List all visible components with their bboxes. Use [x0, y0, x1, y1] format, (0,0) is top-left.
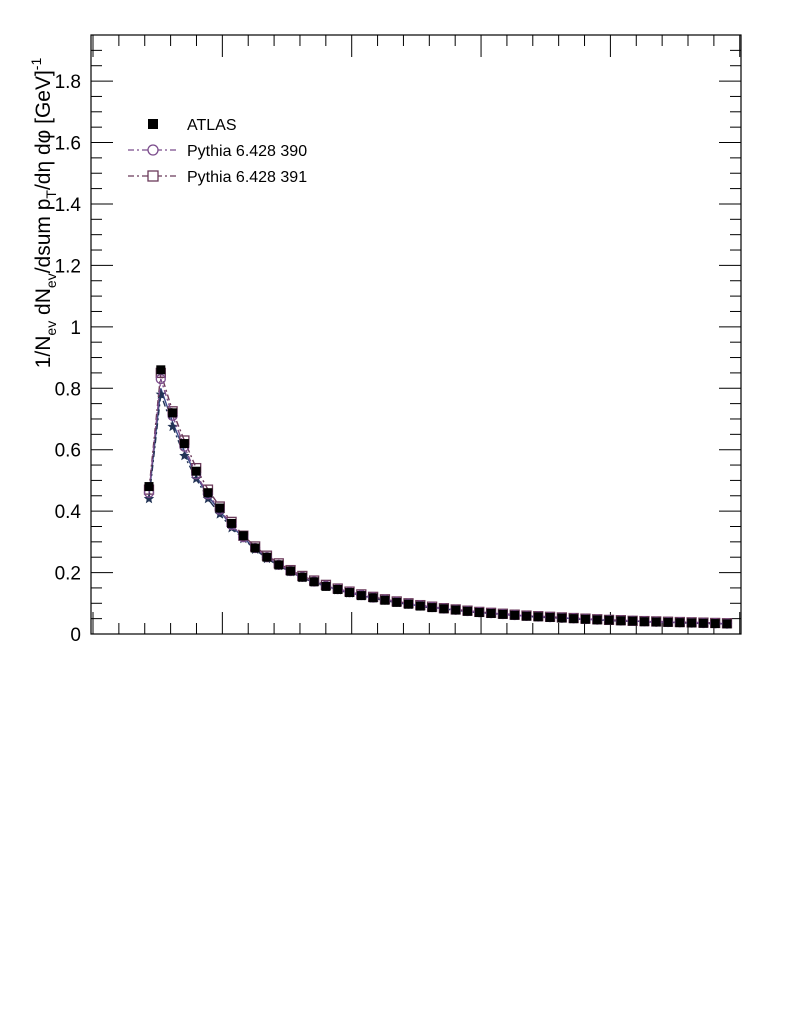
data-point	[592, 615, 602, 625]
data-point	[439, 604, 449, 614]
plot-frame	[90, 34, 742, 635]
y-tick-label: 0.2	[55, 564, 81, 585]
y-axis: 0 0.2 0.4 0.6 0.8 1 1.2 1.4 1.6 1.8	[55, 34, 741, 646]
series-line	[148, 394, 728, 625]
data-point	[510, 610, 520, 620]
data-point	[580, 614, 590, 624]
data-point	[250, 543, 260, 553]
y-tick-label: 1.8	[55, 72, 81, 93]
data-point	[415, 601, 425, 611]
series-1	[143, 373, 733, 629]
data-point	[486, 608, 496, 618]
y-tick-label: 0.6	[55, 441, 81, 462]
data-series	[143, 365, 733, 629]
data-point	[356, 591, 366, 601]
data-point	[380, 595, 390, 605]
data-point	[651, 617, 661, 627]
data-point	[569, 614, 579, 624]
data-point	[227, 518, 237, 528]
data-point	[616, 616, 626, 626]
data-point	[628, 616, 638, 626]
series-line	[148, 372, 728, 624]
legend: ATLAS Pythia 6.428 390 Pythia 6.428 391	[128, 117, 307, 186]
data-point	[545, 612, 555, 622]
data-point	[404, 599, 414, 609]
data-point	[639, 617, 649, 627]
data-point	[533, 612, 543, 622]
legend-label: ATLAS	[187, 117, 237, 134]
series-0	[144, 365, 732, 629]
data-point	[710, 619, 720, 629]
data-point	[451, 605, 461, 615]
legend-marker	[147, 144, 159, 156]
data-point	[286, 566, 296, 576]
data-point	[238, 531, 248, 541]
y-tick-label: 1.4	[55, 195, 82, 216]
data-point	[215, 503, 225, 513]
plot-area-border	[90, 34, 742, 635]
data-point	[155, 388, 166, 399]
data-point	[687, 618, 697, 628]
data-point	[191, 466, 201, 476]
data-point	[675, 618, 685, 628]
data-point	[262, 552, 272, 562]
y-tick-label: 1.2	[55, 256, 81, 277]
data-point	[392, 597, 402, 607]
data-point	[309, 577, 319, 587]
legend-marker	[148, 119, 158, 129]
data-point	[179, 450, 190, 461]
data-point	[427, 603, 437, 613]
data-point	[722, 619, 732, 629]
series-line	[148, 388, 728, 625]
data-point	[274, 560, 284, 570]
series-2	[143, 367, 733, 629]
y-tick-label: 0	[70, 625, 81, 646]
legend-label: Pythia 6.428 390	[187, 143, 307, 160]
y-axis-title: 1/Nev dNev/dsum pT/dη dφ [GeV]-1	[28, 58, 59, 369]
data-point	[474, 607, 484, 617]
data-point	[604, 615, 614, 625]
legend-label: Pythia 6.428 391	[187, 169, 307, 186]
legend-marker	[147, 170, 159, 182]
data-point	[321, 581, 331, 591]
data-point	[462, 606, 472, 616]
y-tick-label: 1	[70, 318, 81, 339]
data-point	[144, 482, 154, 492]
data-point	[333, 584, 343, 594]
data-point	[156, 365, 166, 375]
data-point	[168, 408, 178, 418]
data-point	[203, 488, 213, 498]
y-tick-label: 0.8	[55, 379, 81, 400]
data-point	[345, 588, 355, 598]
series-4	[148, 388, 728, 625]
data-point	[155, 373, 166, 385]
data-point	[179, 439, 189, 449]
data-point	[498, 609, 508, 619]
data-point	[698, 618, 708, 628]
data-point	[297, 572, 307, 582]
series-3	[143, 388, 733, 629]
data-point	[368, 593, 378, 603]
data-point	[167, 421, 178, 432]
data-point	[143, 493, 155, 504]
data-point	[663, 617, 673, 627]
data-point	[521, 611, 531, 621]
y-tick-label: 0.4	[55, 502, 82, 523]
data-point	[557, 613, 567, 623]
y-tick-label: 1.6	[55, 134, 81, 155]
series-line	[148, 378, 728, 625]
